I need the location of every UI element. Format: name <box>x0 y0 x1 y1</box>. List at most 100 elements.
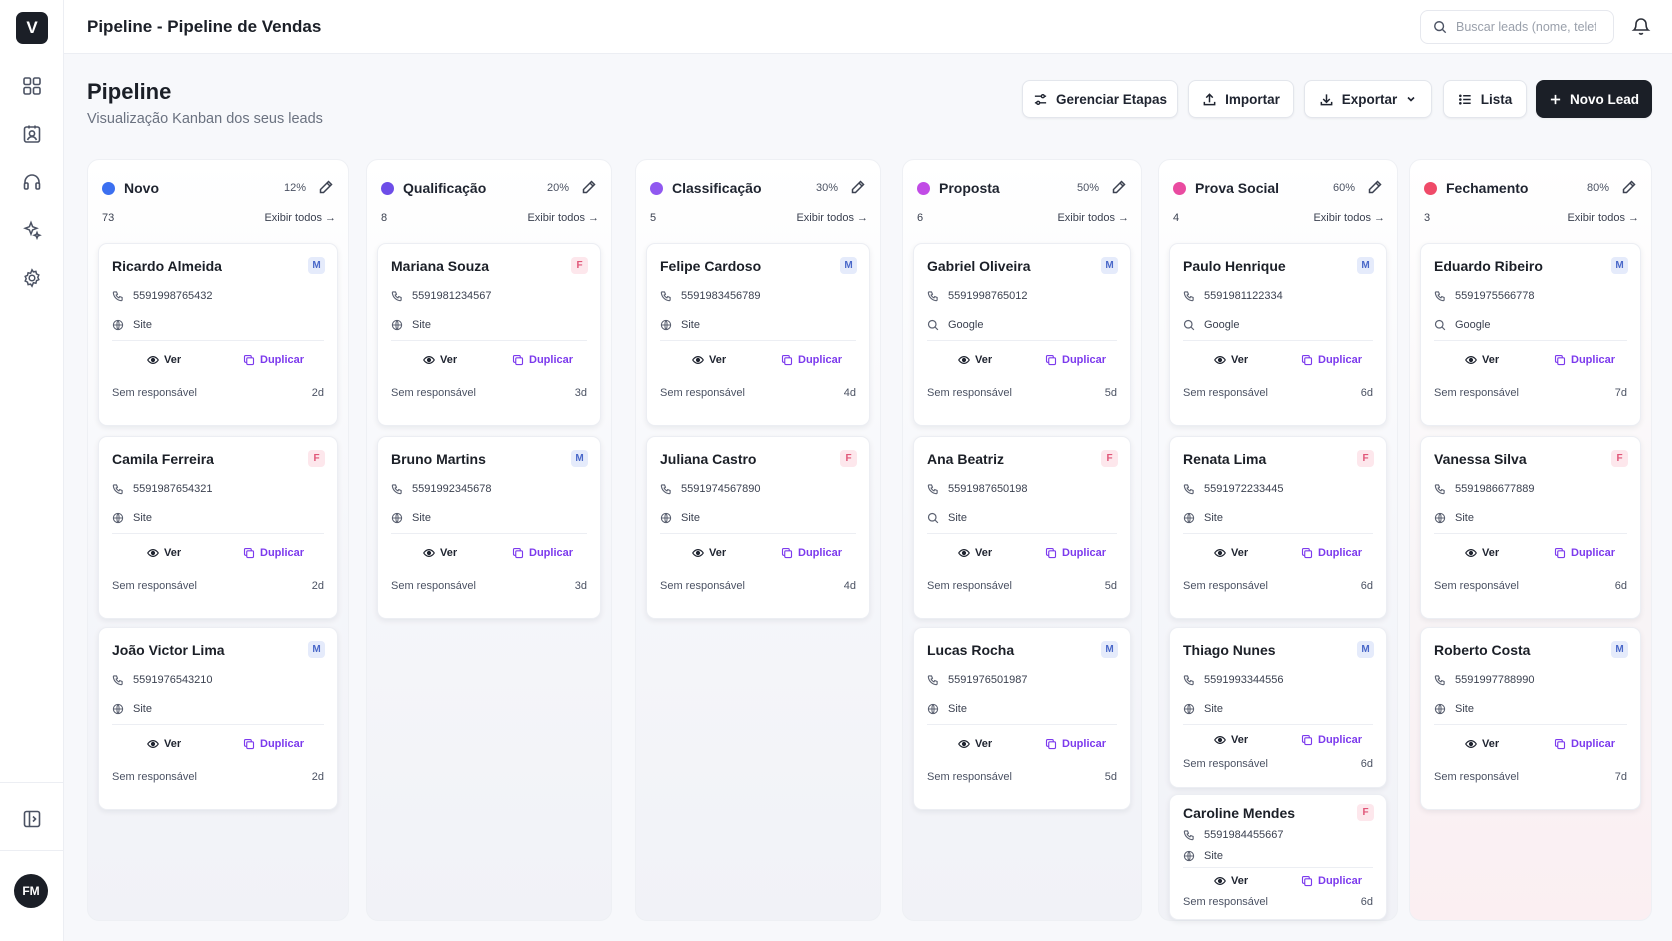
lead-card[interactable]: Lucas Rocha M 5591976501987 Site Ver Duplicar… <box>913 627 1131 810</box>
show-all-link[interactable]: Exibir todos → <box>527 212 599 224</box>
view-lead-button[interactable]: Ver <box>692 547 726 559</box>
settings-icon[interactable] <box>19 265 45 291</box>
gender-badge: M <box>308 257 325 274</box>
new-lead-button[interactable]: Novo Lead <box>1536 80 1652 118</box>
lead-card[interactable]: João Victor Lima M 5591976543210 Site Ver Dup… <box>98 627 338 810</box>
lead-card[interactable]: Camila Ferreira F 5591987654321 Site Ver Dupl… <box>98 436 338 619</box>
search-input[interactable] <box>1456 20 1596 34</box>
view-lead-button[interactable]: Ver <box>1214 875 1248 887</box>
export-button[interactable]: Exportar <box>1304 80 1432 118</box>
view-lead-button[interactable]: Ver <box>1214 734 1248 746</box>
lead-card[interactable]: Eduardo Ribeiro M 5591975566778 Google Ver Du… <box>1420 243 1641 426</box>
edit-stage-icon[interactable] <box>850 179 866 195</box>
duplicate-lead-button[interactable]: Duplicar <box>1045 354 1106 366</box>
lead-owner: Sem responsável <box>1183 580 1268 592</box>
duplicate-lead-button[interactable]: Duplicar <box>1301 547 1362 559</box>
duplicate-lead-button[interactable]: Duplicar <box>243 547 304 559</box>
lead-age: 6d <box>1360 387 1373 399</box>
lead-card[interactable]: Caroline Mendes F 5591984455667 Site Ver Dupl… <box>1169 794 1387 920</box>
view-lead-button[interactable]: Ver <box>692 354 726 366</box>
user-avatar[interactable]: FM <box>14 874 48 908</box>
view-lead-button[interactable]: Ver <box>423 547 457 559</box>
duplicate-lead-button[interactable]: Duplicar <box>1045 547 1106 559</box>
edit-stage-icon[interactable] <box>581 179 597 195</box>
duplicate-lead-button[interactable]: Duplicar <box>1554 354 1615 366</box>
view-lead-button[interactable]: Ver <box>1214 354 1248 366</box>
duplicate-lead-button[interactable]: Duplicar <box>512 547 573 559</box>
toggle-sidebar-icon[interactable] <box>19 806 45 832</box>
lead-card[interactable]: Roberto Costa M 5591997788990 Site Ver Duplic… <box>1420 627 1641 810</box>
lead-age: 7d <box>1614 387 1627 399</box>
lead-card[interactable]: Mariana Souza F 5591981234567 Site Ver Duplic… <box>377 243 601 426</box>
view-lead-button[interactable]: Ver <box>958 738 992 750</box>
sparkles-icon[interactable] <box>19 217 45 243</box>
duplicate-lead-button[interactable]: Duplicar <box>781 354 842 366</box>
lead-card[interactable]: Juliana Castro F 5591974567890 Site Ver Dupli… <box>646 436 870 619</box>
list-view-button[interactable]: Lista <box>1443 80 1527 118</box>
lead-age: 3d <box>574 580 587 592</box>
lead-card[interactable]: Renata Lima F 5591972233445 Site Ver Duplicar… <box>1169 436 1387 619</box>
lead-source: Site <box>948 703 967 715</box>
kanban-column: Classificação 30% 5 Exibir todos → Felipe Ca… <box>635 159 881 921</box>
edit-stage-icon[interactable] <box>318 179 334 195</box>
duplicate-lead-button[interactable]: Duplicar <box>1301 354 1362 366</box>
lead-phone-row: 5591974567890 <box>660 483 761 495</box>
edit-stage-icon[interactable] <box>1367 179 1383 195</box>
edit-stage-icon[interactable] <box>1111 179 1127 195</box>
phone-icon <box>112 483 124 495</box>
view-lead-button[interactable]: Ver <box>1465 354 1499 366</box>
lead-card[interactable]: Paulo Henrique M 5591981122334 Google Ver Dup… <box>1169 243 1387 426</box>
show-all-link[interactable]: Exibir todos → <box>1567 212 1639 224</box>
app-logo[interactable]: V <box>16 12 48 44</box>
search-box[interactable] <box>1420 10 1614 44</box>
phone-icon <box>391 483 403 495</box>
duplicate-lead-button[interactable]: Duplicar <box>781 547 842 559</box>
eye-icon <box>692 547 704 559</box>
show-all-link[interactable]: Exibir todos → <box>264 212 336 224</box>
show-all-link[interactable]: Exibir todos → <box>796 212 868 224</box>
lead-card[interactable]: Gabriel Oliveira M 5591998765012 Google Ver D… <box>913 243 1131 426</box>
view-lead-button[interactable]: Ver <box>147 354 181 366</box>
duplicate-lead-button[interactable]: Duplicar <box>1554 738 1615 750</box>
view-lead-button[interactable]: Ver <box>1214 547 1248 559</box>
lead-card[interactable]: Vanessa Silva F 5591986677889 Site Ver Duplic… <box>1420 436 1641 619</box>
lead-card[interactable]: Bruno Martins M 5591992345678 Site Ver Duplic… <box>377 436 601 619</box>
duplicate-lead-button[interactable]: Duplicar <box>243 354 304 366</box>
view-lead-button[interactable]: Ver <box>147 738 181 750</box>
view-lead-button[interactable]: Ver <box>958 354 992 366</box>
duplicate-lead-button[interactable]: Duplicar <box>1554 547 1615 559</box>
lead-phone-row: 5591998765012 <box>927 290 1028 302</box>
duplicate-label: Duplicar <box>1571 547 1616 559</box>
duplicate-lead-button[interactable]: Duplicar <box>512 354 573 366</box>
card-divider <box>112 340 324 341</box>
lead-card[interactable]: Ana Beatriz F 5591987650198 Site Ver Duplicar… <box>913 436 1131 619</box>
headset-icon[interactable] <box>19 169 45 195</box>
show-all-link[interactable]: Exibir todos → <box>1313 212 1385 224</box>
edit-stage-icon[interactable] <box>1621 179 1637 195</box>
eye-icon <box>1214 734 1226 746</box>
duplicate-lead-button[interactable]: Duplicar <box>1301 734 1362 746</box>
manage-stages-button[interactable]: Gerenciar Etapas <box>1022 80 1178 118</box>
lead-phone-row: 5591976501987 <box>927 674 1028 686</box>
import-button[interactable]: Importar <box>1188 80 1294 118</box>
bell-icon[interactable] <box>1631 16 1653 38</box>
view-lead-button[interactable]: Ver <box>1465 738 1499 750</box>
view-lead-button[interactable]: Ver <box>958 547 992 559</box>
dashboard-icon[interactable] <box>19 73 45 99</box>
phone-icon <box>1434 290 1446 302</box>
view-lead-button[interactable]: Ver <box>147 547 181 559</box>
contacts-icon[interactable] <box>19 121 45 147</box>
lead-card[interactable]: Ricardo Almeida M 5591998765432 Site Ver Dupl… <box>98 243 338 426</box>
lead-card[interactable]: Felipe Cardoso M 5591983456789 Site Ver Dupli… <box>646 243 870 426</box>
duplicate-lead-button[interactable]: Duplicar <box>1045 738 1106 750</box>
duplicate-lead-button[interactable]: Duplicar <box>243 738 304 750</box>
lead-card[interactable]: Thiago Nunes M 5591993344556 Site Ver Duplica… <box>1169 627 1387 788</box>
show-all-link[interactable]: Exibir todos → <box>1057 212 1129 224</box>
view-lead-button[interactable]: Ver <box>423 354 457 366</box>
duplicate-lead-button[interactable]: Duplicar <box>1301 875 1362 887</box>
search-icon <box>1183 319 1195 331</box>
lead-phone-row: 5591981122334 <box>1183 290 1283 302</box>
view-lead-button[interactable]: Ver <box>1465 547 1499 559</box>
lead-age: 2d <box>311 771 324 783</box>
lead-source: Site <box>681 512 700 524</box>
